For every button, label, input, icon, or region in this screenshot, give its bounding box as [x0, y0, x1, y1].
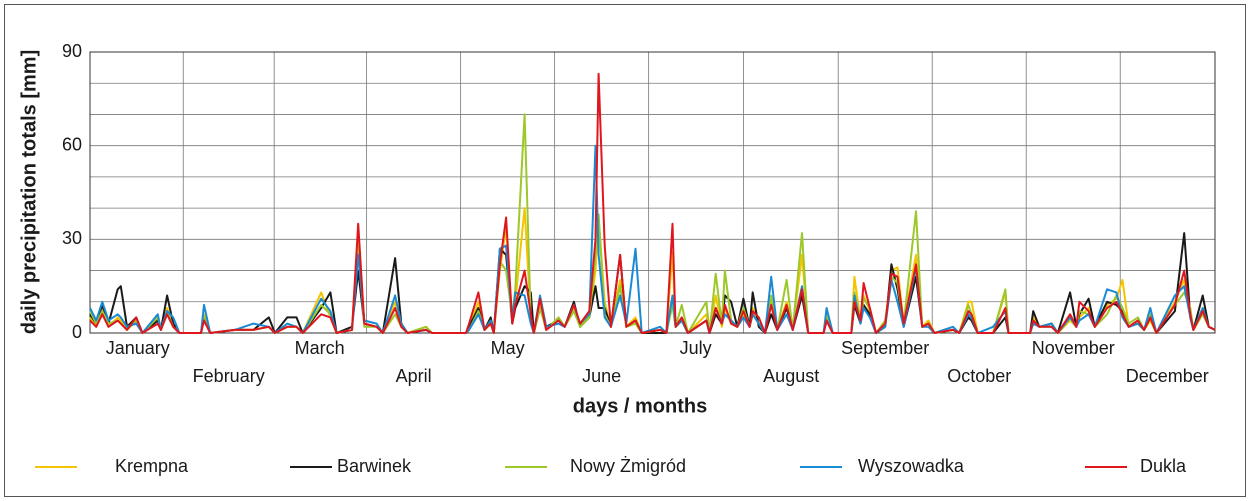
legend-label: Dukla — [1140, 456, 1187, 476]
x-tick-label: June — [582, 366, 621, 386]
x-tick-label: May — [491, 338, 525, 358]
x-tick-label: February — [193, 366, 265, 386]
x-tick-label: April — [396, 366, 432, 386]
y-tick-label: 60 — [62, 134, 82, 154]
y-tick-label: 90 — [62, 41, 82, 61]
x-tick-label: July — [680, 338, 712, 358]
series-line — [89, 232, 1216, 334]
x-axis-title: days / months — [573, 395, 707, 417]
x-tick-label: March — [295, 338, 345, 358]
series-line — [89, 113, 1216, 334]
x-tick-label: September — [841, 338, 929, 358]
legend-label: Nowy Żmigród — [570, 456, 686, 476]
x-tick-label: December — [1126, 366, 1209, 386]
x-tick-label: January — [106, 338, 170, 358]
x-tick-label: August — [763, 366, 819, 386]
series-line — [89, 72, 1216, 334]
y-axis-title: daily precipitation totals [mm] — [18, 50, 40, 334]
legend-label: Barwinek — [337, 456, 412, 476]
x-tick-label: October — [947, 366, 1011, 386]
legend-label: Wyszowadka — [858, 456, 965, 476]
y-tick-label: 30 — [62, 228, 82, 248]
frame — [4, 4, 1246, 497]
legend-label: Krempna — [115, 456, 189, 476]
y-tick-label: 0 — [72, 322, 82, 342]
x-tick-label: November — [1032, 338, 1115, 358]
plot-border — [89, 51, 1216, 334]
